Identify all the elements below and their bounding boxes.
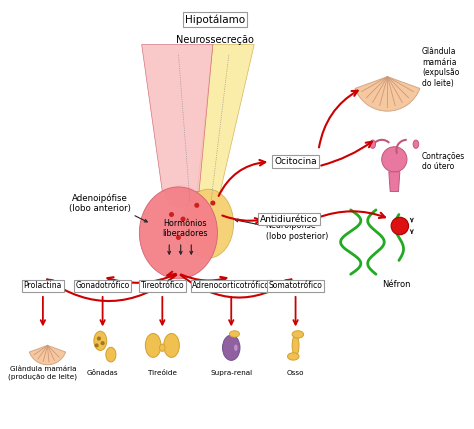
Polygon shape	[389, 172, 400, 191]
Ellipse shape	[183, 189, 234, 258]
Circle shape	[176, 235, 181, 240]
Ellipse shape	[292, 335, 299, 356]
Circle shape	[181, 217, 185, 222]
Text: Glândula mamária
(produção de leite): Glândula mamária (produção de leite)	[9, 366, 77, 380]
Text: Hormônios
liberadores: Hormônios liberadores	[163, 219, 208, 238]
Text: Neuroipófise
(lobo posterior): Neuroipófise (lobo posterior)	[266, 221, 328, 241]
Circle shape	[169, 212, 174, 217]
Ellipse shape	[164, 184, 197, 208]
Polygon shape	[197, 45, 254, 194]
Polygon shape	[142, 45, 213, 191]
Ellipse shape	[234, 344, 237, 351]
Text: Néfron: Néfron	[383, 280, 411, 289]
Circle shape	[95, 343, 99, 347]
Wedge shape	[29, 345, 65, 365]
Circle shape	[210, 200, 215, 205]
Ellipse shape	[382, 147, 407, 172]
Ellipse shape	[413, 140, 419, 148]
Ellipse shape	[146, 333, 161, 357]
Text: Osso: Osso	[287, 370, 304, 376]
Text: Tireóide: Tireóide	[148, 370, 177, 376]
Text: Ocitocina: Ocitocina	[274, 157, 317, 166]
Text: Adrenocorticotrófico: Adrenocorticotrófico	[192, 281, 270, 290]
Ellipse shape	[164, 333, 179, 357]
Ellipse shape	[139, 187, 218, 279]
Ellipse shape	[106, 347, 116, 362]
Ellipse shape	[292, 331, 304, 338]
Text: Supra-renal: Supra-renal	[210, 370, 252, 376]
Ellipse shape	[160, 344, 165, 351]
Text: Prolactina: Prolactina	[24, 281, 62, 290]
Text: Neurossecreção: Neurossecreção	[176, 35, 254, 45]
Text: Contrações
do útero: Contrações do útero	[422, 152, 465, 171]
Text: Glândula
mamária
(expulsão
do leite): Glândula mamária (expulsão do leite)	[422, 47, 459, 88]
Text: Somatotrófico: Somatotrófico	[269, 281, 322, 290]
Text: Adenoipófise
(lobo anterior): Adenoipófise (lobo anterior)	[69, 193, 131, 213]
Circle shape	[100, 341, 105, 345]
Text: Gônadas: Gônadas	[87, 370, 118, 376]
Circle shape	[97, 336, 101, 341]
Ellipse shape	[222, 335, 240, 360]
Text: Hipotálamo: Hipotálamo	[185, 14, 245, 24]
Text: Tireotrófico: Tireotrófico	[140, 281, 184, 290]
Ellipse shape	[94, 331, 107, 350]
Text: Gonadotrófico: Gonadotrófico	[75, 281, 130, 290]
Text: Antidiurético: Antidiurético	[260, 214, 318, 224]
Ellipse shape	[288, 353, 299, 360]
Ellipse shape	[229, 331, 239, 337]
Wedge shape	[355, 77, 420, 111]
Circle shape	[194, 203, 199, 208]
Ellipse shape	[370, 140, 375, 148]
Circle shape	[391, 217, 409, 235]
